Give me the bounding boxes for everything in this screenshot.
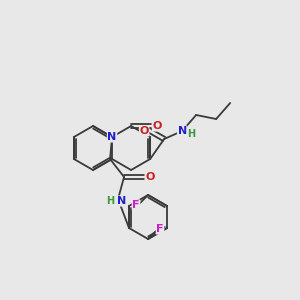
Text: N: N [107,132,117,142]
Text: O: O [152,121,162,131]
Text: H: H [106,196,114,206]
Text: F: F [132,200,140,210]
Text: F: F [156,224,164,234]
Text: O: O [146,172,155,182]
Text: N: N [117,196,127,206]
Text: H: H [187,129,195,139]
Text: N: N [178,126,187,136]
Text: O: O [140,126,149,136]
